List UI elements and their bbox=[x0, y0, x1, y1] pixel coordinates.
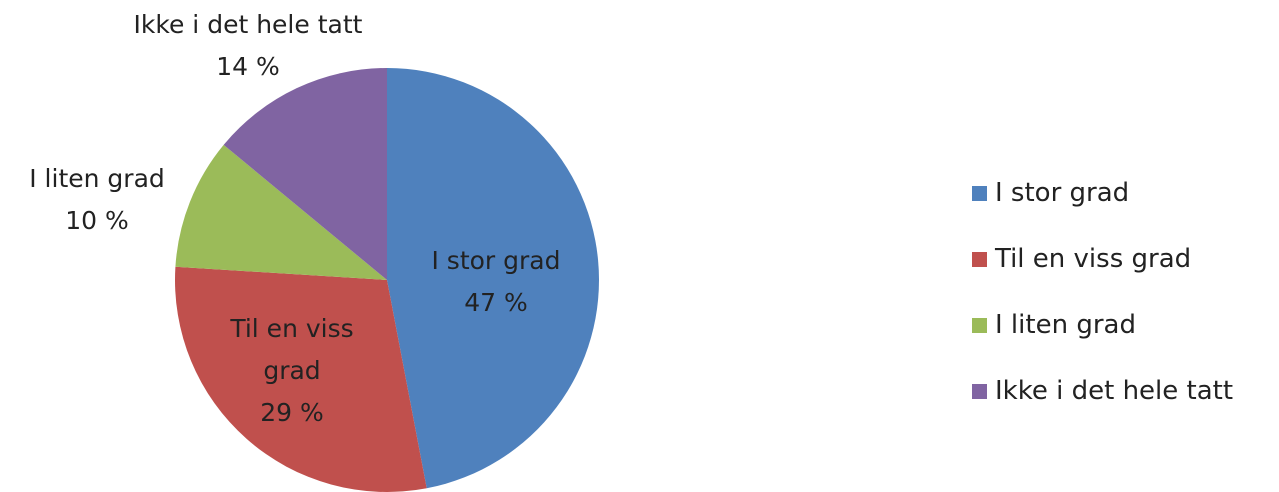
data-label: I liten grad 10 % bbox=[0, 158, 197, 242]
label-category: Til en viss grad bbox=[230, 314, 354, 385]
label-value: 29 % bbox=[260, 398, 324, 427]
legend-label: Til en viss grad bbox=[995, 244, 1192, 274]
legend-label: Ikke i det hele tatt bbox=[995, 376, 1234, 406]
pie-slice bbox=[223, 68, 387, 280]
legend-label: I liten grad bbox=[995, 310, 1136, 340]
legend-item: I stor grad bbox=[972, 160, 1233, 226]
legend-item: Til en viss grad bbox=[972, 226, 1233, 292]
legend-swatch bbox=[972, 251, 987, 267]
label-value: 10 % bbox=[65, 206, 129, 235]
data-label: Ikke i det hele tatt 14 % bbox=[88, 4, 408, 88]
pie-slice bbox=[175, 144, 387, 280]
data-label: I stor grad 47 % bbox=[396, 240, 596, 324]
legend-item: I liten grad bbox=[972, 292, 1233, 358]
legend-swatch bbox=[972, 383, 987, 399]
data-label: Til en viss grad 29 % bbox=[212, 308, 372, 434]
label-category: I stor grad bbox=[431, 246, 561, 275]
legend-swatch bbox=[972, 185, 987, 201]
label-value: 14 % bbox=[216, 52, 280, 81]
label-category: Ikke i det hele tatt bbox=[133, 10, 363, 39]
pie-chart bbox=[175, 68, 599, 492]
label-value: 47 % bbox=[464, 288, 528, 317]
pie-slice bbox=[387, 68, 599, 489]
legend-swatch bbox=[972, 317, 987, 333]
legend-item: Ikke i det hele tatt bbox=[972, 358, 1233, 424]
pie-slice bbox=[175, 266, 427, 492]
legend: I stor grad Til en viss grad I liten grad I… bbox=[972, 160, 1233, 424]
label-category: I liten grad bbox=[29, 164, 165, 193]
legend-label: I stor grad bbox=[995, 178, 1130, 208]
